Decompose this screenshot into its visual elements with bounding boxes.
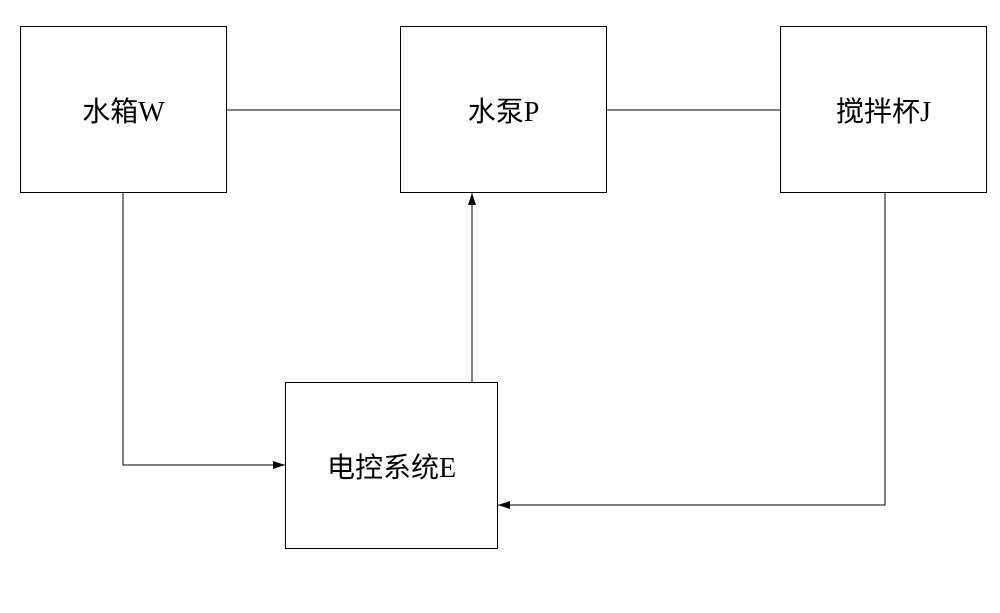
node-mixing-cup: 搅拌杯J bbox=[780, 26, 987, 193]
node-water-pump: 水泵P bbox=[400, 26, 607, 193]
node-label: 搅拌杯J bbox=[836, 90, 931, 130]
diagram-canvas: 水箱W 水泵P 搅拌杯J 电控系统E bbox=[0, 0, 1000, 613]
node-label: 水箱W bbox=[82, 90, 164, 130]
node-label: 电控系统E bbox=[327, 446, 456, 486]
node-water-tank: 水箱W bbox=[20, 26, 227, 193]
node-control-system: 电控系统E bbox=[285, 382, 498, 549]
node-label: 水泵P bbox=[468, 90, 540, 130]
